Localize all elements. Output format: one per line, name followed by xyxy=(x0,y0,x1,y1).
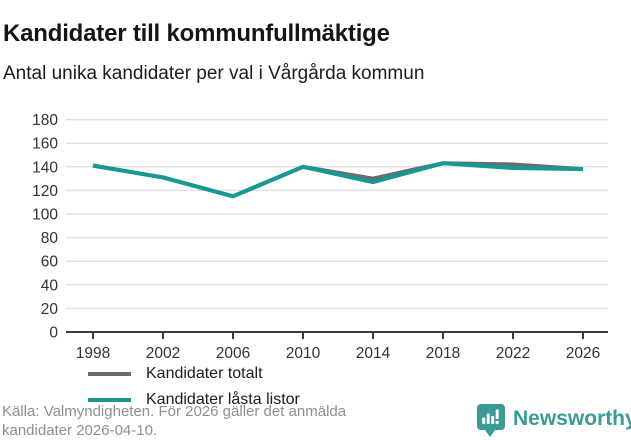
legend-item-1: Kandidater låsta listor xyxy=(88,387,300,413)
chart-plot-area: 0 20 40 60 80 100 120 140 160 180 1998 2002 2006 2010… xyxy=(32,112,608,362)
y-axis-tick-label: 180 xyxy=(32,112,58,129)
y-axis-tick-label: 100 xyxy=(32,207,58,224)
y-axis-tick-label: 160 xyxy=(32,136,58,153)
y-axis-tick-label: 80 xyxy=(41,230,59,247)
x-axis-tick-label: 1998 xyxy=(76,345,110,362)
x-axis-tick-label: 2002 xyxy=(146,345,180,362)
brand-name: Newsworthy xyxy=(513,407,631,430)
x-axis-tick-label: 2022 xyxy=(496,345,530,362)
newsworthy-logo: Newsworthy xyxy=(476,403,631,438)
x-axis-tick-label: 2018 xyxy=(426,345,460,362)
bar-chart-speech-bubble-icon xyxy=(477,404,505,437)
source-note-line2: kandidater 2026-04-10. xyxy=(2,422,158,439)
legend-item-0: Kandidater totalt xyxy=(88,361,300,387)
page-title: Kandidater till kommunfullmäktige xyxy=(3,20,390,48)
page-subtitle: Antal unika kandidater per val i Vårgård… xyxy=(3,63,425,84)
y-axis-tick-label: 20 xyxy=(41,301,59,318)
y-axis-tick-label: 120 xyxy=(32,183,58,200)
x-axis-tick-label: 2014 xyxy=(356,345,391,362)
chart-legend: Kandidater totalt Kandidater låsta listor xyxy=(86,359,308,415)
x-axis-tick-label: 2010 xyxy=(286,345,321,362)
legend-label-1: Kandidater låsta listor xyxy=(146,391,300,408)
y-axis-tick-label: 0 xyxy=(49,325,58,342)
series-line-1 xyxy=(92,161,584,199)
x-axis-tick-label: 2006 xyxy=(216,345,250,362)
source-note: Källa: Valmyndigheten. För 2026 gäller d… xyxy=(2,402,346,440)
y-axis-tick-label: 140 xyxy=(32,159,58,176)
y-axis-tick-label: 40 xyxy=(41,277,59,294)
legend-label-0: Kandidater totalt xyxy=(146,365,263,382)
x-axis-tick-label: 2026 xyxy=(566,345,600,362)
line-chart: 0 20 40 60 80 100 120 140 160 180 1998 2002 2006 2010… xyxy=(0,100,631,415)
source-note-line1: Källa: Valmyndigheten. För 2026 gäller d… xyxy=(2,403,347,420)
legend-swatch-1 xyxy=(88,398,131,402)
y-axis-tick-label: 60 xyxy=(41,254,59,271)
legend-swatch-0 xyxy=(88,372,131,376)
